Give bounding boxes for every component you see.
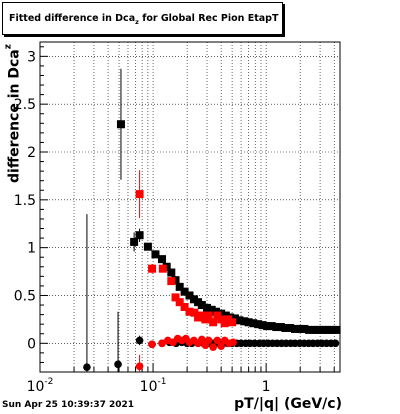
- data-point-square: [323, 325, 332, 334]
- data-point-square: [135, 231, 144, 240]
- data-point-square: [130, 237, 139, 246]
- data-point-square: [305, 325, 314, 334]
- data-point-square: [314, 325, 323, 334]
- series-0: [116, 68, 341, 334]
- chart-title-main: Fitted difference in Dca: [9, 13, 136, 24]
- data-point-square: [295, 324, 304, 333]
- x-tick-label-exponent: -1: [157, 377, 166, 387]
- y-tick-label: 2.5: [14, 97, 36, 113]
- data-point-square: [263, 322, 272, 331]
- data-point-circle: [209, 343, 217, 351]
- x-tick-label-base: 1: [262, 379, 271, 395]
- data-point-circle: [204, 336, 213, 345]
- data-point-square: [235, 316, 244, 325]
- data-point-square: [240, 317, 249, 326]
- data-point-square: [197, 301, 206, 310]
- data-point-circle: [148, 340, 156, 349]
- y-tick-label: 0.5: [14, 288, 36, 304]
- data-point-square: [185, 307, 194, 316]
- data-point-circle: [198, 335, 206, 344]
- data-point-circle: [213, 336, 222, 345]
- data-point-square: [158, 264, 167, 273]
- timestamp-footer: Sun Apr 25 10:39:37 2021: [2, 400, 135, 410]
- data-point-circle: [217, 342, 225, 350]
- y-tick-label: 1.5: [14, 193, 36, 209]
- data-point-square: [171, 276, 180, 285]
- chart-title-rest: for Global Rec Pion EtapT: [138, 13, 279, 24]
- data-point-square: [228, 318, 237, 327]
- data-point-square: [185, 291, 194, 300]
- chart-title-subscript: z: [135, 18, 139, 26]
- y-tick-label: 1: [27, 241, 36, 257]
- x-tick-label-base: 10: [27, 379, 45, 395]
- data-point-square: [116, 120, 125, 129]
- data-point-square: [258, 321, 267, 330]
- x-tick-label: 10-1: [140, 377, 167, 395]
- x-tick-label: 1: [262, 379, 271, 395]
- data-point-square: [143, 242, 152, 251]
- data-point-square: [300, 324, 309, 333]
- data-point-square: [254, 320, 263, 329]
- series-1: [135, 170, 237, 328]
- data-point-square: [286, 324, 295, 332]
- data-point-square: [180, 302, 189, 311]
- chart-title: Fitted difference in Dcaz for Global Rec…: [9, 13, 278, 26]
- chart-title-box: Fitted difference in Dcaz for Global Rec…: [2, 2, 283, 35]
- data-point-circle: [135, 336, 144, 345]
- data-point-square: [171, 293, 180, 302]
- data-point-square: [291, 324, 300, 333]
- plot-frame: [39, 41, 341, 373]
- x-tick-label-base: 10: [140, 379, 158, 395]
- y-tick-label: 3: [27, 49, 36, 65]
- x-tick-label-exponent: -2: [44, 377, 53, 387]
- data-point-square: [189, 295, 198, 304]
- data-point-square: [332, 325, 341, 334]
- data-point-square: [267, 322, 276, 331]
- data-point-square: [309, 325, 318, 334]
- y-tick-label: 0: [27, 336, 36, 352]
- data-point-square: [167, 268, 176, 277]
- data-point-square: [204, 311, 213, 320]
- data-point-square: [135, 190, 144, 199]
- data-point-square: [190, 308, 199, 317]
- data-point-circle: [229, 338, 237, 347]
- series-3: [135, 334, 237, 372]
- y-tick-label: 2: [27, 145, 36, 161]
- data-point-square: [272, 323, 281, 332]
- data-point-square: [224, 315, 233, 324]
- data-point-circle: [158, 339, 166, 348]
- data-point-square: [148, 264, 157, 273]
- data-point-circle: [331, 339, 340, 348]
- plot-frame-bg: [40, 42, 340, 372]
- x-axis-label: pT/|q| (GeV/c): [234, 396, 342, 412]
- data-point-square: [167, 277, 176, 286]
- data-point-square: [276, 323, 285, 332]
- data-point-square: [175, 282, 184, 291]
- x-tick-label: 10-2: [27, 377, 54, 395]
- data-point-square: [281, 324, 290, 332]
- data-point-square: [151, 250, 160, 259]
- data-point-circle: [114, 360, 122, 369]
- data-point-circle: [135, 362, 144, 371]
- data-point-square: [328, 325, 337, 334]
- grid: [40, 42, 340, 372]
- data-point-square: [244, 318, 253, 327]
- data-point-square: [207, 305, 216, 314]
- data-point-circle: [83, 363, 91, 372]
- data-point-square: [158, 255, 167, 264]
- data-point-square: [209, 318, 218, 327]
- data-point-square: [180, 287, 189, 296]
- data-point-square: [319, 325, 328, 334]
- data-point-square: [175, 298, 184, 307]
- data-point-square: [249, 319, 258, 328]
- data-point-square: [203, 303, 212, 312]
